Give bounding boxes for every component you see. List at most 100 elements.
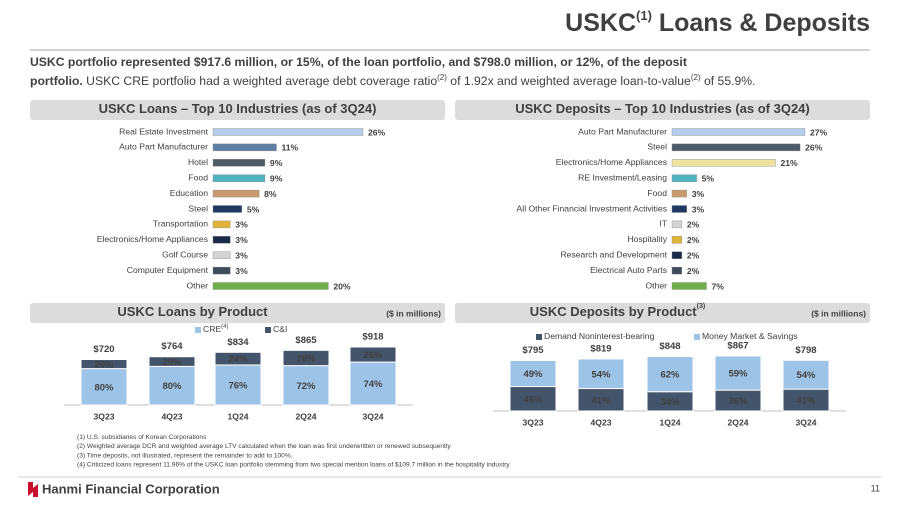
bar-segment — [282, 365, 330, 406]
segment-label: 34% — [660, 397, 680, 408]
panel-title-text: USKC Deposits – Top 10 Industries (as of… — [515, 101, 810, 116]
panel-title-text: USKC Loans by Product — [117, 304, 268, 319]
category-label: IT — [659, 219, 667, 229]
legend-name: C&I — [273, 324, 287, 334]
total-label: $819 — [590, 343, 611, 354]
value-label: 2% — [687, 266, 700, 276]
value-label: 5% — [247, 204, 260, 214]
legend-name: CRE — [203, 324, 221, 334]
intro-run: USKC portfolio represented $917.6 millio… — [30, 55, 687, 69]
bar-segment — [349, 361, 397, 406]
value-label: 3% — [692, 189, 705, 199]
category-label: Auto Part Manufacturer — [119, 142, 208, 152]
x-tick-label: 3Q24 — [362, 411, 383, 421]
bar — [671, 266, 683, 275]
total-label: $720 — [93, 344, 114, 355]
total-label: $867 — [727, 340, 748, 351]
value-label: 5% — [702, 173, 715, 183]
bar — [212, 251, 231, 259]
category-label: Computer Equipment — [127, 265, 209, 275]
value-label: 11% — [281, 143, 298, 153]
value-label: 27% — [810, 127, 828, 137]
x-tick-label: 2Q24 — [727, 417, 748, 427]
category-label: All Other Financial Investment Activitie… — [517, 203, 667, 213]
value-label: 9% — [270, 158, 283, 168]
bar-segment — [646, 356, 694, 393]
x-tick-label: 2Q24 — [295, 411, 316, 421]
bar — [212, 143, 277, 152]
bar — [212, 266, 231, 275]
legend-swatch — [195, 327, 201, 333]
category-label: Other — [646, 280, 668, 290]
category-label: Food — [188, 172, 208, 182]
legend-note: (4) — [221, 324, 228, 330]
bar — [671, 189, 687, 198]
segment-label: 24% — [228, 354, 248, 365]
segment-label: 76% — [228, 380, 248, 391]
segment-label: 54% — [591, 369, 611, 380]
category-label: Electronics/Home Appliances — [97, 234, 208, 244]
value-label: 21% — [780, 158, 798, 168]
segment-label: 36% — [728, 396, 748, 407]
footnote: (2) Weighted average DCR and weighted av… — [77, 443, 451, 450]
legend-name: Money Market & Savings — [702, 331, 798, 341]
bar-segment — [714, 355, 762, 391]
value-label: 3% — [235, 235, 248, 245]
panel-title: USKC Deposits – Top 10 Industries (as of… — [515, 101, 810, 116]
category-label: Steel — [647, 142, 667, 152]
bar-segment — [509, 359, 557, 388]
segment-label: 74% — [363, 379, 383, 390]
value-label: 3% — [235, 220, 248, 230]
intro-run: of 1.92x and weighted average loan-to-va… — [447, 74, 691, 88]
value-label: 2% — [687, 220, 700, 230]
panel-title-sup: (3) — [697, 303, 706, 310]
category-label: Golf Course — [162, 249, 208, 259]
segment-label: 41% — [591, 395, 611, 406]
page-number: 11 — [871, 483, 880, 493]
category-label: Steel — [188, 203, 208, 213]
segment-label: 46% — [523, 394, 543, 405]
value-label: 2% — [687, 250, 700, 260]
title-main: USKC — [565, 9, 636, 37]
x-tick-label: 3Q23 — [522, 417, 543, 427]
value-label: 7% — [711, 281, 724, 291]
x-tick-label: 3Q24 — [795, 417, 816, 427]
total-label: $764 — [161, 341, 183, 352]
panel-title: USKC Loans – Top 10 Industries (as of 3Q… — [99, 101, 377, 116]
category-label: RE Investment/Leasing — [578, 172, 667, 182]
segment-label: 41% — [796, 396, 816, 407]
legend-swatch — [265, 327, 271, 333]
segment-label: 72% — [296, 381, 316, 392]
total-label: $918 — [362, 332, 383, 343]
x-tick-label: 1Q24 — [659, 417, 680, 427]
x-tick-label: 4Q23 — [161, 411, 182, 421]
total-label: $795 — [522, 345, 544, 356]
total-label: $865 — [295, 335, 317, 346]
bar — [671, 236, 683, 244]
logo-mark — [28, 482, 38, 497]
title-sup: (1) — [636, 8, 652, 23]
panel-title: USKC Loans by Product — [117, 304, 268, 319]
bar — [212, 128, 364, 136]
segment-label: 54% — [796, 370, 816, 381]
bar — [212, 236, 231, 244]
bar-segment — [577, 358, 625, 390]
panel-subtitle: ($ in millions) — [811, 308, 866, 318]
category-label: Hospitality — [627, 234, 667, 244]
panel-subtitle: ($ in millions) — [386, 308, 441, 318]
panel-title-text: USKC Loans – Top 10 Industries (as of 3Q… — [99, 101, 377, 116]
value-label: 26% — [805, 143, 823, 153]
bar — [671, 159, 776, 167]
category-label: Food — [647, 188, 667, 198]
segment-label: 28% — [296, 354, 316, 365]
bar-segment — [282, 349, 330, 367]
bar — [671, 174, 697, 182]
category-label: Hotel — [188, 157, 208, 167]
segment-label: 80% — [94, 382, 114, 393]
bar-segment — [782, 359, 830, 390]
bar — [212, 220, 231, 229]
logo: Hanmi Financial Corporation — [28, 481, 220, 497]
legend-swatch — [536, 334, 542, 340]
category-label: Transportation — [153, 219, 208, 229]
